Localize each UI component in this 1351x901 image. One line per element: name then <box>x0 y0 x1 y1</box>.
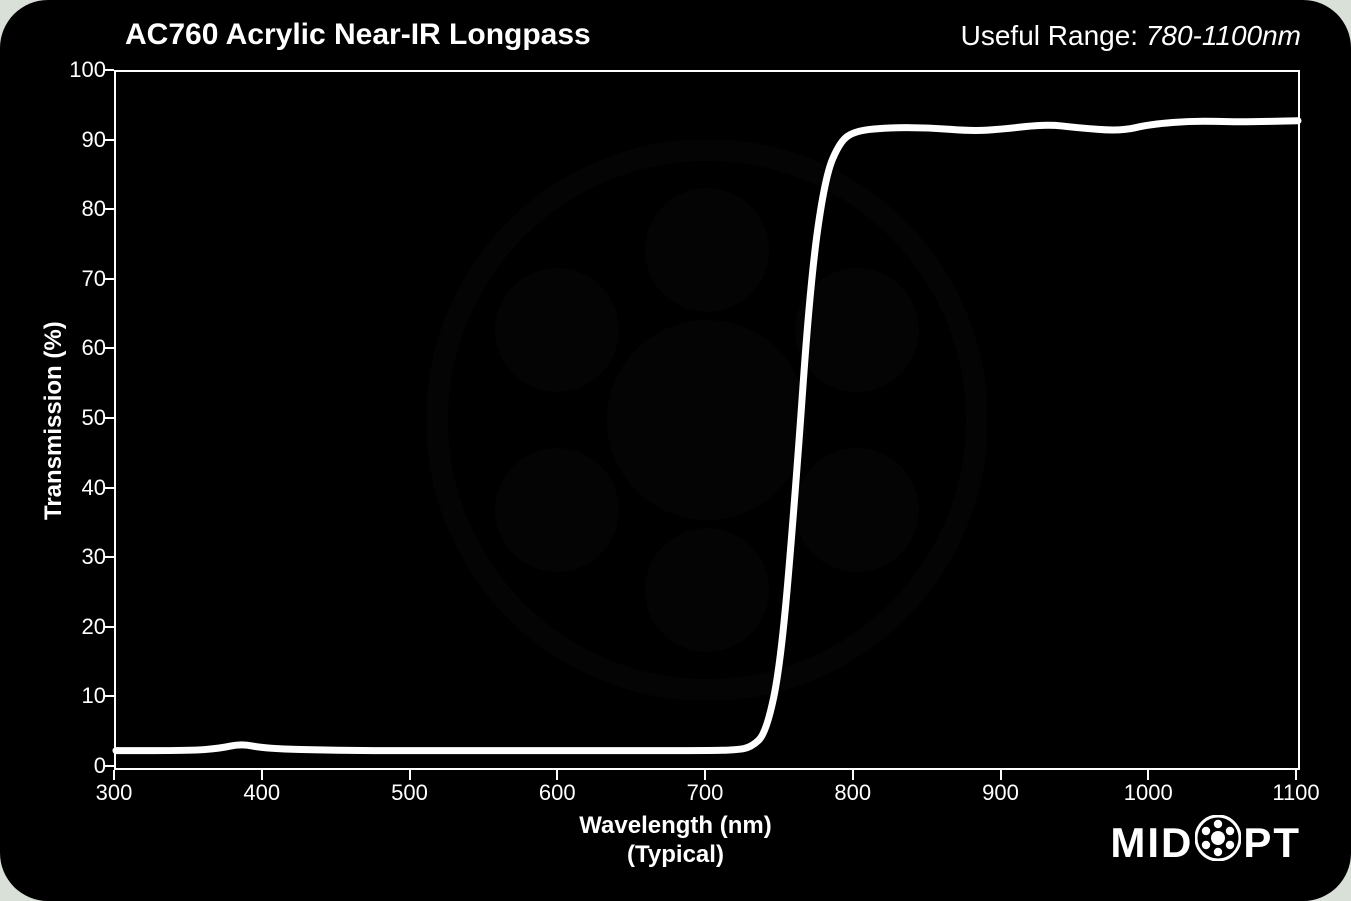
x-tick-mark <box>556 770 558 780</box>
y-tick-mark <box>104 208 114 210</box>
brand-wheel-icon <box>1195 815 1241 871</box>
x-tick-label: 300 <box>96 780 133 806</box>
x-tick-label: 700 <box>687 780 724 806</box>
x-axis-sublabel: (Typical) <box>627 841 724 868</box>
x-tick-mark <box>852 770 854 780</box>
brand-text-right: PT <box>1243 819 1301 867</box>
y-tick-mark <box>104 278 114 280</box>
range-value: 780-1100nm <box>1146 20 1301 51</box>
chart-card: AC760 Acrylic Near-IR Longpass Useful Ra… <box>0 0 1351 901</box>
y-tick-mark <box>104 765 114 767</box>
x-tick-label: 1000 <box>1124 780 1173 806</box>
y-tick-label: 0 <box>56 753 106 779</box>
brand-text-left: MID <box>1110 819 1193 867</box>
x-tick-mark <box>113 770 115 780</box>
chart-title: AC760 Acrylic Near-IR Longpass <box>125 18 591 52</box>
y-tick-label: 20 <box>56 614 106 640</box>
x-tick-mark <box>409 770 411 780</box>
x-tick-mark <box>261 770 263 780</box>
plot-area <box>114 70 1300 770</box>
x-tick-label: 1100 <box>1272 780 1319 806</box>
x-tick-mark <box>1000 770 1002 780</box>
y-tick-mark <box>104 487 114 489</box>
brand-logo: MID PT <box>1110 815 1301 871</box>
y-tick-mark <box>104 347 114 349</box>
x-tick-mark <box>1147 770 1149 780</box>
y-tick-label: 90 <box>56 127 106 153</box>
y-tick-mark <box>104 69 114 71</box>
x-tick-mark <box>1295 770 1297 780</box>
x-tick-label: 600 <box>539 780 576 806</box>
range-label: Useful Range: <box>961 20 1146 51</box>
y-tick-label: 70 <box>56 266 106 292</box>
y-tick-label: 10 <box>56 683 106 709</box>
x-tick-label: 400 <box>243 780 280 806</box>
y-tick-mark <box>104 417 114 419</box>
x-tick-label: 800 <box>834 780 871 806</box>
x-tick-mark <box>704 770 706 780</box>
x-axis-title: Wavelength (nm) (Typical) <box>579 812 771 870</box>
y-tick-label: 80 <box>56 196 106 222</box>
y-tick-mark <box>104 695 114 697</box>
y-tick-label: 60 <box>56 335 106 361</box>
x-tick-label: 900 <box>982 780 1019 806</box>
y-tick-label: 50 <box>56 405 106 431</box>
range-label-block: Useful Range: 780-1100nm <box>961 20 1301 52</box>
y-tick-mark <box>104 139 114 141</box>
x-tick-label: 500 <box>391 780 428 806</box>
y-tick-mark <box>104 556 114 558</box>
y-tick-mark <box>104 626 114 628</box>
x-axis-label: Wavelength (nm) <box>579 812 771 839</box>
y-tick-label: 100 <box>56 57 106 83</box>
transmission-line <box>116 72 1298 768</box>
y-tick-label: 30 <box>56 544 106 570</box>
y-tick-label: 40 <box>56 475 106 501</box>
